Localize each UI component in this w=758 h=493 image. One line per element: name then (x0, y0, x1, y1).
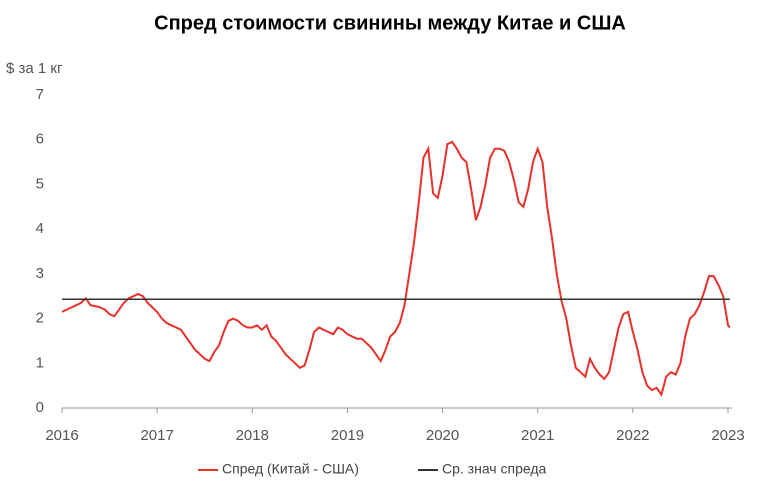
y-tick-label: 0 (36, 399, 44, 416)
y-tick-label: 4 (36, 220, 44, 237)
y-tick-label: 7 (36, 86, 44, 103)
y-tick-label: 6 (36, 131, 44, 148)
legend-label: Ср. знач спреда (442, 461, 547, 477)
x-tick-label: 2017 (140, 427, 173, 444)
x-tick-label: 2019 (331, 427, 364, 444)
y-tick-label: 3 (36, 265, 44, 282)
y-tick-label: 1 (36, 354, 44, 371)
x-tick-label: 2020 (426, 427, 459, 444)
series-line (61, 140, 731, 397)
y-axis-label: $ за 1 кг (6, 60, 63, 77)
y-tick-label: 5 (36, 175, 44, 192)
chart-title: Спред стоимости свинины между Китае и СШ… (154, 12, 626, 34)
legend-label: Спред (Китай - США) (222, 461, 359, 477)
x-tick-label: 2021 (521, 427, 554, 444)
x-tick-label: 2016 (45, 427, 78, 444)
x-tick-label: 2018 (236, 427, 269, 444)
x-tick-label: 2022 (616, 427, 649, 444)
x-tick-label: 2023 (711, 427, 744, 444)
y-tick-label: 2 (36, 310, 44, 327)
